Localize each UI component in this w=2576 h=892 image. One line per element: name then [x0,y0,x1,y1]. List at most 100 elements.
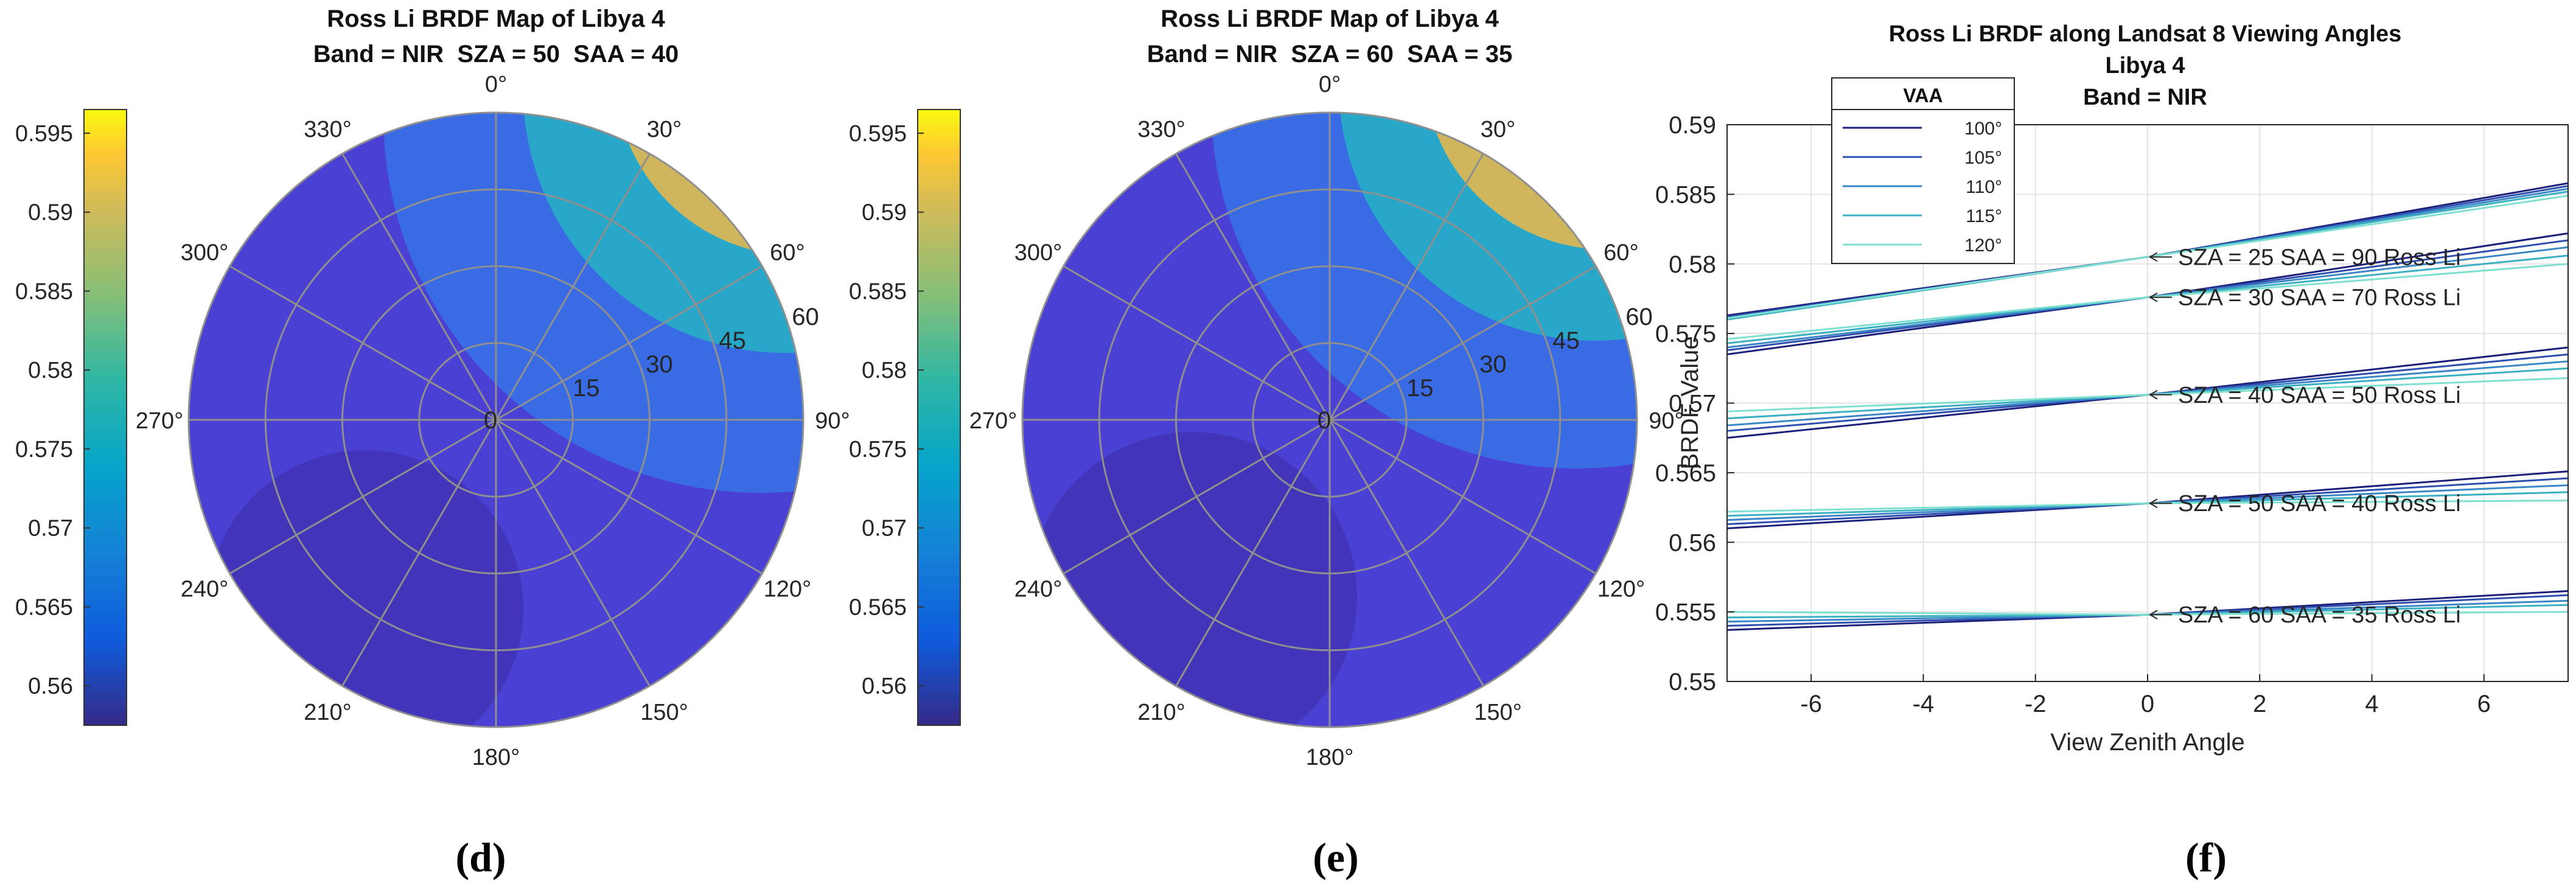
radius-tick-label: 0 [484,407,497,434]
angle-tick-label: 0° [485,72,507,97]
legend-entry: 105° [1964,148,2002,168]
angle-tick-label: 300° [1014,240,1063,266]
polar-spoke [341,419,497,687]
polar-labels-e: 0° 30° 60° 90° 120° 150° 180° 210° 240° 270° 300° 3… [969,72,1684,770]
angle-tick-label: 30° [647,117,682,142]
series-line-vaa-120 [1727,611,2568,616]
colorbar-tick-label: 0.575 [849,437,907,462]
x-tick-label: -2 [2025,691,2047,717]
colorbar-d [83,109,127,726]
angle-tick-label: 120° [764,577,812,602]
y-tick-label: 0.59 [1669,112,1716,139]
angle-tick-label: 60° [770,240,805,266]
colorbar-tick-label: 0.58 [28,358,73,383]
colorbar-tick-label: 0.575 [15,437,73,462]
polar-spoke [229,265,497,421]
series-f [1727,182,2568,631]
title-f: Ross Li BRDF along Landsat 8 Viewing Ang… [1889,21,2401,47]
annotations-f: SZA = 25 SAA = 90 Ross Li SZA = 30 SAA = … [2149,245,2461,628]
subtitle-e: Band = NIR SZA = 60 SAA = 35 [1147,41,1513,68]
title-f-line3: Band = NIR [2083,85,2207,110]
y-tick-label: 0.585 [1655,181,1716,208]
colorbar-tick-label: 0.595 [15,121,73,147]
title-e: Ross Li BRDF Map of Libya 4 [1161,5,1499,32]
polar-grid-d [187,111,805,728]
angle-tick-label: 330° [304,117,352,142]
angle-tick-label: 90° [815,408,850,434]
radius-tick-label: 60 [792,304,819,330]
angle-tick-label: 150° [640,700,688,725]
polar-spoke [1175,419,1331,687]
angle-tick-label: 210° [304,700,352,725]
x-tick-label: 2 [2253,691,2266,717]
annotation-arrowhead [2149,389,2158,400]
angle-tick-label: 330° [1137,117,1185,142]
polar-map-d [189,113,803,727]
colorbar-ticks-d: 0.56 0.565 0.57 0.575 0.58 0.585 0.59 0.595 [15,121,90,699]
colorbar-tick-label: 0.56 [862,674,907,699]
polar-spoke [1329,265,1597,421]
panel-label-f: (f) [2185,834,2227,880]
angle-tick-label: 300° [181,240,229,266]
angle-tick-label: 270° [969,408,1017,434]
colorbar-tick-label: 0.595 [849,121,907,147]
annotation-label: SZA = 25 SAA = 90 Ross Li [2178,245,2461,270]
angle-tick-label: 180° [1306,745,1354,770]
angle-tick-label: 120° [1597,577,1646,602]
polar-spoke [1329,419,1597,574]
series-line-vaa-120 [1727,263,2568,340]
radius-tick-label: 45 [1552,327,1580,354]
annotation-label: SZA = 60 SAA = 35 Ross Li [2178,602,2461,628]
ticks-f: -6 -4 -2 0 2 4 6 0.55 0.555 0.56 0.565 0.57 0.575 0.5… [1655,112,2491,717]
series-line-vaa-120 [1727,500,2568,513]
radius-tick-label: 45 [719,327,746,354]
panel-label-e: (e) [1313,834,1358,880]
colorbar-tick-label: 0.565 [849,594,907,620]
title-f-line2: Libya 4 [2106,53,2185,78]
x-tick-label: 6 [2477,691,2491,717]
annotation-arrowhead [2149,292,2158,302]
angle-tick-label: 90° [1649,408,1683,434]
y-tick-label: 0.57 [1669,391,1716,417]
polar-spoke [1063,419,1330,574]
angle-tick-label: 180° [472,745,520,770]
y-tick-label: 0.56 [1669,529,1716,556]
polar-spoke [495,419,763,574]
polar-labels-d: 0° 30° 60° 90° 120° 150° 180° 210° 240° 270° 300° 3… [136,72,850,770]
y-tick-label: 0.555 [1655,599,1716,626]
radius-tick-label: 15 [573,375,600,402]
series-line-vaa-120 [1727,377,2568,413]
x-tick-label: -6 [1800,691,1822,717]
legend-f: VAA 100° 105° 110° 115° 120° [1831,77,2015,264]
legend-entry: 100° [1964,119,2002,139]
angle-tick-label: 270° [136,408,184,434]
panel-label-d: (d) [455,834,506,880]
angle-tick-label: 0° [1319,72,1341,97]
colorbar-tick-label: 0.57 [862,516,907,542]
colorbar-e [917,109,961,726]
radius-tick-label: 60 [1625,304,1653,330]
x-tick-label: 4 [2365,691,2378,717]
annotation-label: SZA = 40 SAA = 50 Ross Li [2178,383,2461,408]
polar-spoke [341,153,497,420]
legend-entry: 115° [1966,206,2002,226]
legend-entry: 110° [1966,177,2002,197]
y-tick-label: 0.565 [1655,460,1716,487]
angle-tick-label: 240° [181,577,229,602]
subtitle-d: Band = NIR SZA = 50 SAA = 40 [313,41,679,68]
xlabel-f: View Zenith Angle [2050,729,2244,756]
polar-spoke [1175,153,1331,420]
radius-tick-label: 30 [646,351,673,378]
polar-grid-e [1021,111,1638,728]
annotation-arrowhead [2149,252,2158,262]
y-tick-label: 0.58 [1669,251,1716,278]
colorbar-tick-label: 0.56 [28,674,73,699]
radius-tick-label: 0 [1318,407,1331,434]
polar-spoke [495,153,651,420]
title-d: Ross Li BRDF Map of Libya 4 [327,5,665,32]
angle-tick-label: 60° [1604,240,1638,266]
annotation-arrowhead [2149,610,2158,620]
series-line-vaa-120 [1727,195,2568,319]
radius-tick-label: 15 [1406,375,1434,402]
